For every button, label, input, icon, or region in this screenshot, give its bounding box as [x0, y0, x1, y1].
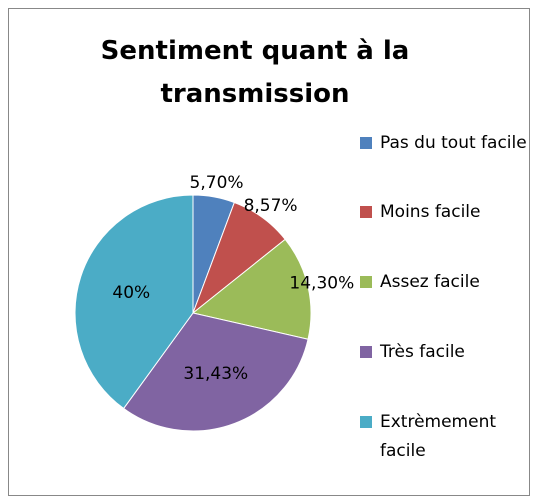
legend-swatch — [360, 346, 372, 358]
data-label: 5,70% — [190, 173, 244, 193]
legend-entry: Assez facile — [360, 268, 530, 297]
legend-entry: Extrèmement facile — [360, 408, 530, 466]
legend-label: Très facile — [380, 342, 465, 362]
data-label: 8,57% — [244, 196, 298, 216]
data-label: 14,30% — [289, 274, 354, 294]
pie-slice — [191, 238, 312, 340]
legend-label: Assez facile — [380, 272, 480, 292]
legend-label: Moins facile — [380, 202, 481, 222]
data-label: 31,43% — [183, 364, 248, 384]
pie-slice — [122, 312, 309, 432]
pie-slice — [74, 194, 194, 410]
data-label: 40% — [112, 283, 150, 303]
legend-entry: Très facile — [360, 338, 530, 367]
legend-swatch — [360, 137, 372, 149]
legend-entry: Moins facile — [360, 198, 530, 227]
legend-swatch — [360, 206, 372, 218]
legend-label: Pas du tout facile — [380, 133, 527, 153]
chart-title: Sentiment quant à la transmission — [100, 36, 410, 109]
legend-label: Extrèmement facile — [380, 412, 497, 461]
legend-swatch — [360, 276, 372, 288]
legend-entry: Pas du tout facile — [360, 129, 530, 158]
legend-swatch — [360, 416, 372, 428]
